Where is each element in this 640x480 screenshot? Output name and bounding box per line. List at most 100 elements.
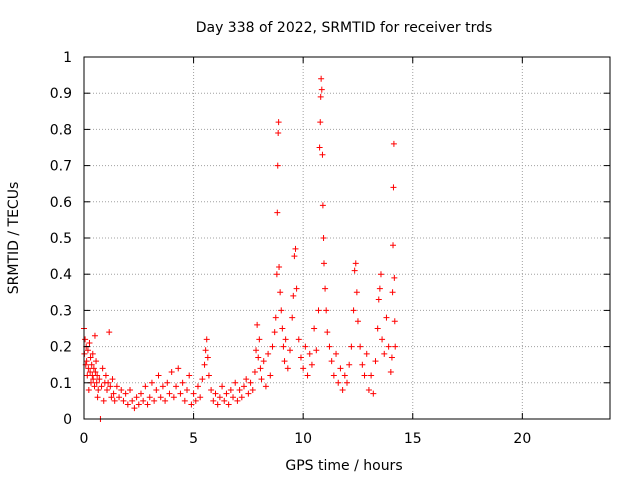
y-tick-label: 0.2 bbox=[50, 340, 72, 356]
data-point bbox=[203, 336, 210, 343]
data-point bbox=[202, 347, 209, 354]
data-point bbox=[361, 372, 368, 379]
data-point bbox=[337, 365, 344, 372]
data-point bbox=[93, 379, 100, 386]
data-point bbox=[89, 350, 96, 357]
data-point bbox=[104, 387, 111, 394]
data-point bbox=[133, 394, 140, 401]
data-point bbox=[295, 336, 302, 343]
data-point bbox=[351, 267, 358, 274]
data-point bbox=[236, 387, 243, 394]
data-point bbox=[308, 361, 315, 368]
data-point bbox=[257, 365, 264, 372]
data-point bbox=[339, 387, 346, 394]
data-point bbox=[381, 350, 388, 357]
data-point bbox=[94, 394, 101, 401]
data-point bbox=[281, 358, 288, 365]
data-point bbox=[201, 361, 208, 368]
data-point bbox=[344, 379, 350, 386]
data-point bbox=[374, 325, 381, 332]
data-point bbox=[269, 343, 276, 350]
data-point bbox=[109, 376, 116, 383]
data-point bbox=[90, 376, 97, 383]
y-tick-label: 0.5 bbox=[50, 231, 72, 247]
data-point bbox=[102, 372, 109, 379]
x-tick-label: 0 bbox=[80, 431, 89, 447]
data-point bbox=[105, 379, 112, 386]
data-point bbox=[111, 397, 118, 404]
data-point bbox=[108, 394, 115, 401]
data-point bbox=[129, 397, 136, 404]
data-point bbox=[385, 343, 392, 350]
data-point bbox=[391, 318, 398, 325]
data-point bbox=[184, 387, 191, 394]
data-point bbox=[383, 314, 390, 321]
y-tick-label: 0.7 bbox=[50, 159, 72, 175]
data-point bbox=[232, 379, 239, 386]
data-point bbox=[311, 325, 318, 332]
y-tick-label: 0.9 bbox=[50, 86, 72, 102]
data-point bbox=[168, 368, 175, 375]
data-point bbox=[320, 260, 327, 267]
y-tick-label: 0.4 bbox=[50, 267, 72, 283]
data-point bbox=[159, 383, 166, 390]
data-point bbox=[91, 383, 98, 390]
data-point bbox=[293, 285, 300, 292]
data-point bbox=[190, 390, 197, 397]
data-point bbox=[280, 343, 287, 350]
data-point bbox=[240, 383, 247, 390]
data-point bbox=[234, 397, 241, 404]
data-point bbox=[256, 336, 263, 343]
data-point bbox=[124, 401, 131, 408]
data-point bbox=[170, 394, 177, 401]
y-axis-label: SRMTID / TECUs bbox=[6, 182, 22, 295]
data-point bbox=[326, 343, 333, 350]
data-point bbox=[113, 383, 120, 390]
data-point bbox=[144, 401, 151, 408]
data-point bbox=[106, 329, 113, 336]
y-tick-label: 1 bbox=[63, 50, 72, 66]
data-point bbox=[84, 347, 91, 354]
x-tick-label: 15 bbox=[404, 431, 422, 447]
data-point bbox=[255, 354, 262, 361]
data-point bbox=[181, 397, 188, 404]
data-point bbox=[204, 354, 211, 361]
data-point bbox=[276, 263, 283, 270]
data-point bbox=[348, 343, 355, 350]
x-tick-label: 10 bbox=[294, 431, 312, 447]
data-point bbox=[153, 387, 160, 394]
data-point bbox=[278, 307, 285, 314]
data-point bbox=[319, 151, 326, 158]
data-point bbox=[92, 368, 99, 375]
data-point bbox=[370, 390, 377, 397]
data-point bbox=[390, 242, 397, 249]
data-point bbox=[313, 347, 320, 354]
data-point bbox=[272, 314, 279, 321]
data-point bbox=[265, 350, 272, 357]
data-point bbox=[274, 162, 281, 169]
data-point bbox=[205, 372, 212, 379]
data-point bbox=[164, 379, 171, 386]
data-point bbox=[392, 343, 399, 350]
data-point bbox=[188, 401, 195, 408]
data-point bbox=[302, 343, 309, 350]
data-point bbox=[87, 368, 94, 375]
data-point bbox=[95, 387, 102, 394]
data-point bbox=[87, 354, 94, 361]
data-point bbox=[292, 245, 299, 252]
data-point bbox=[262, 383, 269, 390]
data-point bbox=[341, 372, 348, 379]
data-point bbox=[275, 119, 282, 126]
data-point bbox=[279, 325, 286, 332]
data-point bbox=[322, 285, 329, 292]
data-point bbox=[194, 383, 201, 390]
y-tick-labels: 0 0.1 0.2 0.3 0.4 0.5 0.6 0.7 0.8 0.9 1 bbox=[50, 50, 72, 428]
data-point bbox=[177, 390, 184, 397]
data-point bbox=[273, 271, 280, 278]
data-point bbox=[377, 271, 384, 278]
data-point bbox=[100, 397, 107, 404]
data-point bbox=[317, 119, 324, 126]
data-point bbox=[88, 361, 95, 368]
data-point bbox=[116, 394, 123, 401]
data-point bbox=[96, 376, 103, 383]
